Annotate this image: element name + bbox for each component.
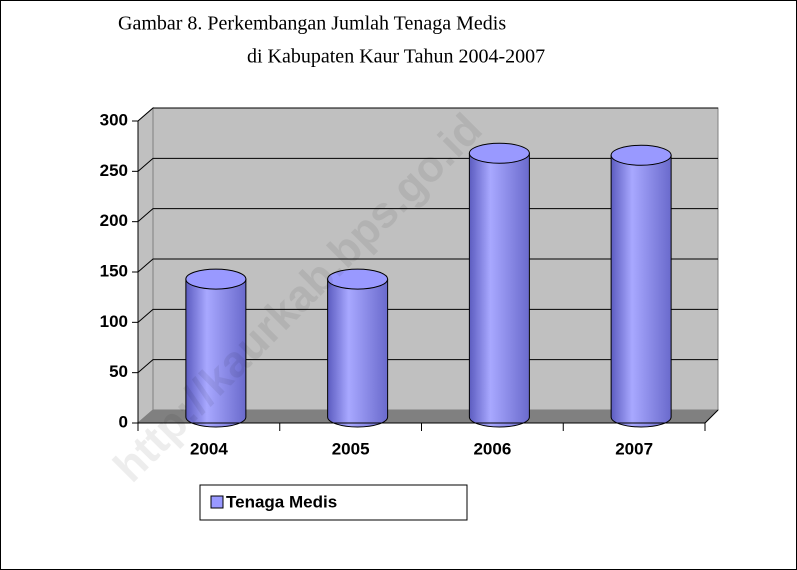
legend-swatch — [210, 495, 224, 509]
bar — [185, 268, 247, 428]
y-tick-label: 200 — [100, 211, 128, 230]
legend-box — [199, 484, 468, 521]
bar-top — [327, 268, 389, 290]
x-tick-label: 2004 — [190, 439, 228, 458]
bar-body — [468, 152, 530, 428]
y-tick-label: 150 — [100, 261, 128, 280]
x-tick-label: 2006 — [473, 439, 511, 458]
grid-line — [137, 107, 718, 122]
chart-title: Gambar 8. Perkembangan Jumlah Tenaga Med… — [118, 13, 506, 35]
y-tick-label: 50 — [109, 362, 128, 381]
chart-subtitle: di Kabupaten Kaur Tahun 2004-2007 — [247, 46, 545, 68]
y-tick-label: 0 — [119, 412, 128, 431]
bar — [468, 142, 530, 428]
bar-body — [610, 154, 672, 428]
bar-body — [327, 278, 389, 428]
legend-label: Tenaga Medis — [226, 492, 337, 511]
floor-edge — [704, 409, 719, 424]
bar — [610, 144, 672, 428]
bar-top — [610, 144, 672, 166]
bar-top — [185, 268, 247, 290]
bar — [327, 268, 389, 428]
x-tick-label: 2005 — [332, 439, 370, 458]
y-tick-label: 250 — [100, 161, 128, 180]
bar-body — [185, 278, 247, 428]
y-tick-label: 100 — [100, 312, 128, 331]
x-tick-label: 2007 — [615, 439, 653, 458]
bar-top — [468, 142, 530, 164]
y-tick-label: 300 — [100, 110, 128, 129]
